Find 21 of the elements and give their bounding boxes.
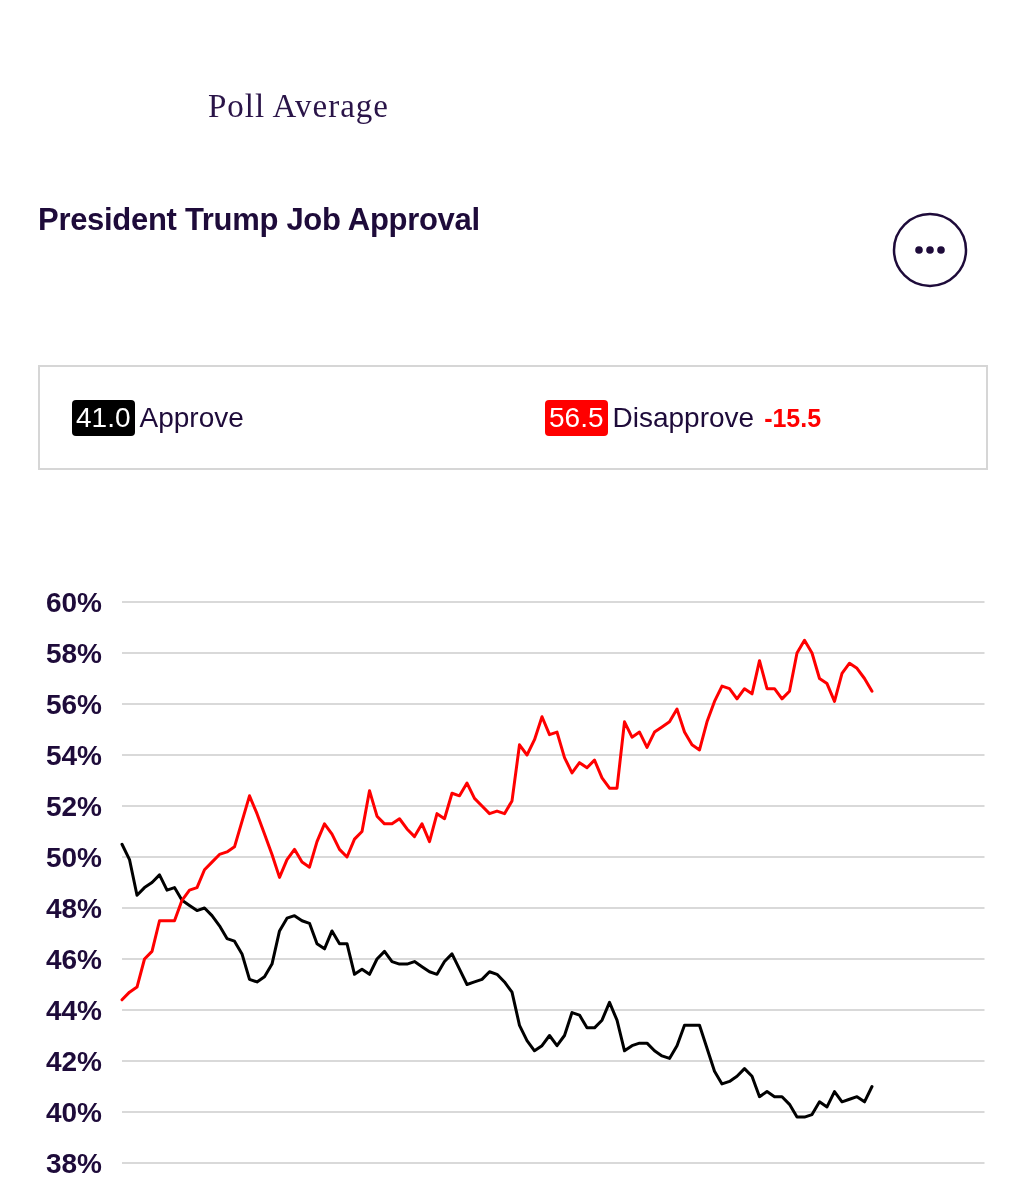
y-tick-label: 44%	[45, 994, 103, 1026]
y-tick-label: 42%	[45, 1045, 103, 1077]
y-tick-label: 58%	[45, 637, 103, 669]
y-tick-label: 46%	[45, 943, 103, 975]
text: 41.0	[72, 399, 135, 436]
y-tick-label: 38%	[45, 1147, 103, 1179]
y-tick-label: 56%	[45, 688, 103, 720]
y-tick-label: 40%	[45, 1096, 103, 1128]
y-tick-label: 50%	[45, 841, 103, 873]
chart-subtitle: Poll Average	[208, 87, 389, 126]
y-tick-label: 60%	[45, 586, 103, 618]
line-series	[120, 638, 874, 1002]
chart-title: President Trump Job Approval	[38, 201, 480, 239]
text: 56.5	[545, 399, 608, 436]
line-series	[120, 842, 874, 1119]
y-tick-label: 52%	[45, 790, 103, 822]
y-tick-label: 48%	[45, 892, 103, 924]
y-tick-label: 54%	[45, 739, 103, 771]
text: -15.5	[764, 402, 822, 434]
legend-label: Approve	[139, 400, 244, 435]
legend-label: Disapprove	[612, 400, 755, 435]
